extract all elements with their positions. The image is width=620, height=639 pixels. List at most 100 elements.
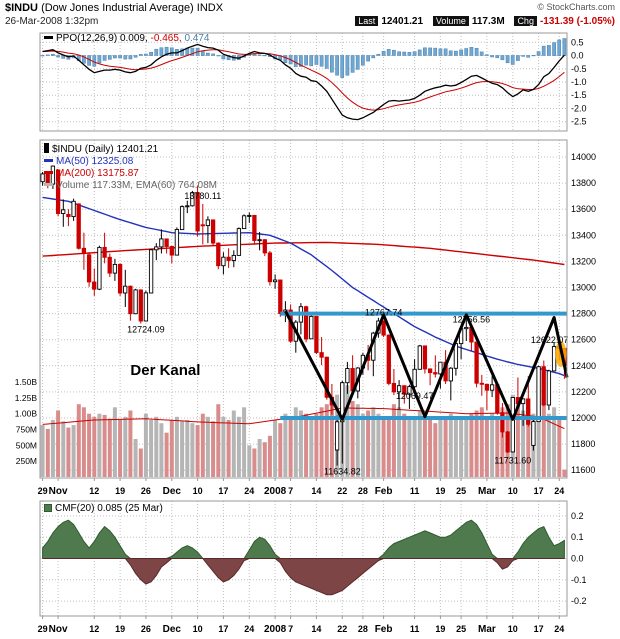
- volume-bars: [40, 382, 567, 477]
- svg-text:17: 17: [218, 486, 228, 496]
- svg-text:14000: 14000: [571, 152, 596, 162]
- svg-text:12767.74: 12767.74: [365, 308, 403, 318]
- zigzag-annotation: [284, 310, 569, 421]
- svg-text:-1.5: -1.5: [571, 90, 587, 100]
- svg-text:12400: 12400: [571, 361, 596, 371]
- svg-text:Feb: Feb: [375, 486, 393, 497]
- svg-text:-0.1: -0.1: [571, 575, 587, 585]
- price-annotations: 12724.09 13780.11 11634.82 12767.74 12069.47…: [127, 191, 568, 477]
- panel-borders: [39, 32, 568, 617]
- svg-text:13000: 13000: [571, 283, 596, 293]
- svg-text:12622.07: 12622.07: [531, 335, 569, 345]
- svg-text:12800: 12800: [571, 309, 596, 319]
- svg-text:750M: 750M: [16, 425, 37, 435]
- svg-text:12000: 12000: [571, 413, 596, 423]
- svg-text:0.2: 0.2: [571, 511, 584, 521]
- svg-text:13400: 13400: [571, 230, 596, 240]
- svg-text:11: 11: [410, 486, 420, 496]
- svg-text:12600: 12600: [571, 335, 596, 345]
- svg-text:28: 28: [358, 486, 368, 496]
- svg-text:29: 29: [38, 486, 48, 496]
- svg-text:19: 19: [435, 624, 445, 634]
- svg-text:1.50B: 1.50B: [15, 377, 38, 387]
- svg-text:0.0: 0.0: [571, 554, 584, 564]
- svg-text:12: 12: [89, 486, 99, 496]
- svg-text:24: 24: [554, 486, 564, 496]
- svg-text:0.5: 0.5: [571, 37, 584, 47]
- svg-text:11600: 11600: [571, 465, 595, 475]
- svg-text:14: 14: [311, 486, 321, 496]
- svg-text:2008: 2008: [264, 624, 287, 635]
- svg-text:0.1: 0.1: [571, 532, 584, 542]
- svg-text:-0.2: -0.2: [571, 596, 587, 606]
- svg-text:7: 7: [288, 624, 293, 634]
- svg-text:12069.47: 12069.47: [396, 391, 434, 401]
- svg-text:19: 19: [115, 486, 125, 496]
- svg-text:14: 14: [311, 624, 321, 634]
- ppo-line: [42, 43, 565, 121]
- svg-text:2008: 2008: [264, 486, 287, 497]
- svg-text:22: 22: [337, 624, 347, 634]
- price-gridlines: [40, 140, 567, 478]
- svg-text:13800: 13800: [571, 178, 596, 188]
- svg-text:-2.5: -2.5: [571, 117, 587, 127]
- svg-text:11: 11: [410, 624, 420, 634]
- svg-text:-0.5: -0.5: [571, 64, 587, 74]
- cmf-area-negative: [42, 558, 565, 596]
- volume-ema-line: [42, 407, 565, 430]
- ma200-line: [42, 241, 565, 266]
- x-axis-labels: 29 Nov 12 19 26 Dec 10 17 24 2008 7 14 22 28 Feb 11 19 25…: [38, 478, 564, 635]
- svg-text:Nov: Nov: [49, 486, 68, 497]
- svg-text:10: 10: [193, 486, 203, 496]
- svg-text:Nov: Nov: [49, 624, 68, 635]
- svg-text:1.25B: 1.25B: [15, 393, 38, 403]
- channel-lines: [280, 311, 567, 420]
- svg-text:24: 24: [244, 486, 254, 496]
- svg-text:22: 22: [337, 486, 347, 496]
- svg-text:25: 25: [456, 624, 466, 634]
- svg-text:Der Kanal: Der Kanal: [130, 362, 200, 379]
- svg-text:10: 10: [193, 624, 203, 634]
- svg-text:10: 10: [508, 486, 518, 496]
- channel-text-label: Der Kanal: [130, 362, 200, 379]
- svg-text:13200: 13200: [571, 256, 596, 266]
- ppo-signal-line: [42, 49, 565, 111]
- svg-text:12724.09: 12724.09: [127, 324, 165, 334]
- svg-text:1.00B: 1.00B: [15, 409, 38, 419]
- svg-text:25: 25: [456, 486, 466, 496]
- svg-text:17: 17: [218, 624, 228, 634]
- svg-text:-1.0: -1.0: [571, 77, 587, 87]
- svg-text:26: 26: [141, 486, 151, 496]
- svg-text:Mar: Mar: [478, 486, 496, 497]
- svg-text:13600: 13600: [571, 204, 596, 214]
- svg-text:Dec: Dec: [163, 486, 182, 497]
- y-axis-labels: 14000 13800 13600 13400 13200 13000 12800 12600…: [15, 37, 596, 606]
- svg-text:7: 7: [288, 486, 293, 496]
- svg-text:13780.11: 13780.11: [184, 191, 221, 201]
- svg-text:12756.56: 12756.56: [453, 314, 491, 324]
- svg-text:500M: 500M: [16, 440, 37, 450]
- svg-text:24: 24: [554, 624, 564, 634]
- svg-text:11634.82: 11634.82: [324, 467, 361, 477]
- svg-text:11800: 11800: [571, 439, 595, 449]
- svg-text:17: 17: [534, 486, 544, 496]
- svg-text:24: 24: [244, 624, 254, 634]
- svg-text:Dec: Dec: [163, 624, 182, 635]
- cmf-area-positive: [42, 519, 565, 559]
- svg-text:11731.60: 11731.60: [494, 456, 531, 466]
- svg-text:28: 28: [358, 624, 368, 634]
- copyright-link[interactable]: © StockCharts.com: [537, 2, 615, 12]
- svg-text:250M: 250M: [16, 456, 37, 466]
- svg-text:0.0: 0.0: [571, 51, 584, 61]
- svg-text:17: 17: [534, 624, 544, 634]
- candlesticks: [40, 165, 567, 466]
- svg-text:26: 26: [141, 624, 151, 634]
- svg-text:12: 12: [89, 624, 99, 634]
- svg-text:Mar: Mar: [478, 624, 496, 635]
- svg-text:29: 29: [38, 624, 48, 634]
- svg-text:10: 10: [508, 624, 518, 634]
- svg-text:19: 19: [435, 486, 445, 496]
- svg-text:-2.0: -2.0: [571, 104, 587, 114]
